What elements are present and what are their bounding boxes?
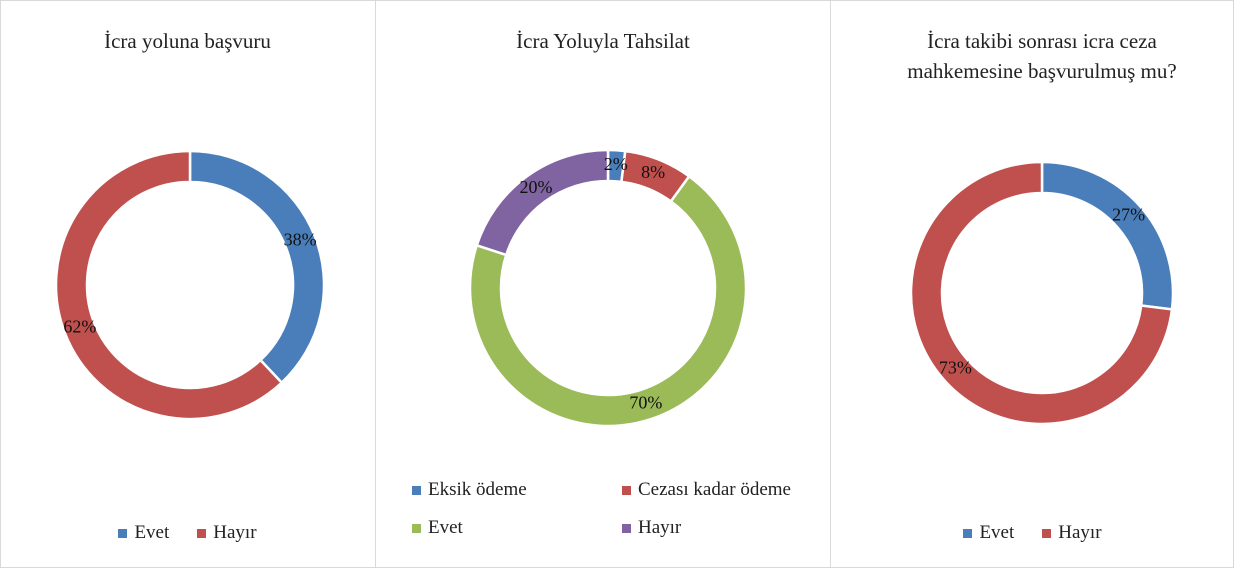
legend-swatch [963,528,973,538]
legend-swatch [622,523,631,533]
legend-label: Eksik ödeme [428,479,527,500]
legend-item: Hayır [197,522,257,544]
donut-segment [468,174,748,428]
legend-item: Hayır [1042,522,1102,544]
legend-label: Evet [134,522,170,543]
legend-swatch [197,528,207,538]
legend: Eksik ödeme Cezası kadar ödeme Evet Hayır [412,479,791,539]
legend-swatch [1042,528,1052,538]
divider [830,0,831,568]
data-label: 73% [939,358,972,378]
legend-item: Evet [118,522,169,544]
donut-segment [188,149,326,385]
legend-swatch [622,485,631,495]
divider [375,0,376,568]
donut-segment [1040,160,1175,311]
data-label: 8% [641,162,665,182]
data-label: 20% [519,177,552,197]
donut-segment [54,149,284,421]
legend-item: Evet [963,522,1014,544]
legend: Evet Hayır [0,522,375,544]
donut-segment [475,148,610,257]
legend-swatch [412,485,421,495]
data-label: 70% [629,393,662,413]
chart-title: İcra Yoluyla Tahsilat [516,29,690,53]
data-label: 38% [284,230,317,250]
legend-item: Cezası kadar ödeme [622,479,791,501]
legend: Evet Hayır [831,522,1234,544]
legend-label: Hayır [213,522,257,543]
chart-title: İcra yoluna başvuru [104,29,271,53]
legend-item: Evet [412,517,594,539]
legend-label: Cezası kadar ödeme [638,479,791,500]
legend-swatch [118,528,128,538]
donut-segment [909,160,1174,426]
legend-label: Evet [428,517,463,538]
legend-item: Eksik ödeme [412,479,594,501]
chart-title: İcra takibi sonrası icra ceza mahkemesin… [907,29,1177,83]
legend-swatch [412,523,421,533]
legend-item: Hayır [622,517,791,539]
legend-label: Hayır [1058,522,1102,543]
legend-label: Evet [979,522,1015,543]
data-label: 27% [1112,205,1145,225]
legend-label: Hayır [638,517,682,538]
data-label: 62% [63,317,96,337]
data-label: 2% [604,154,628,174]
